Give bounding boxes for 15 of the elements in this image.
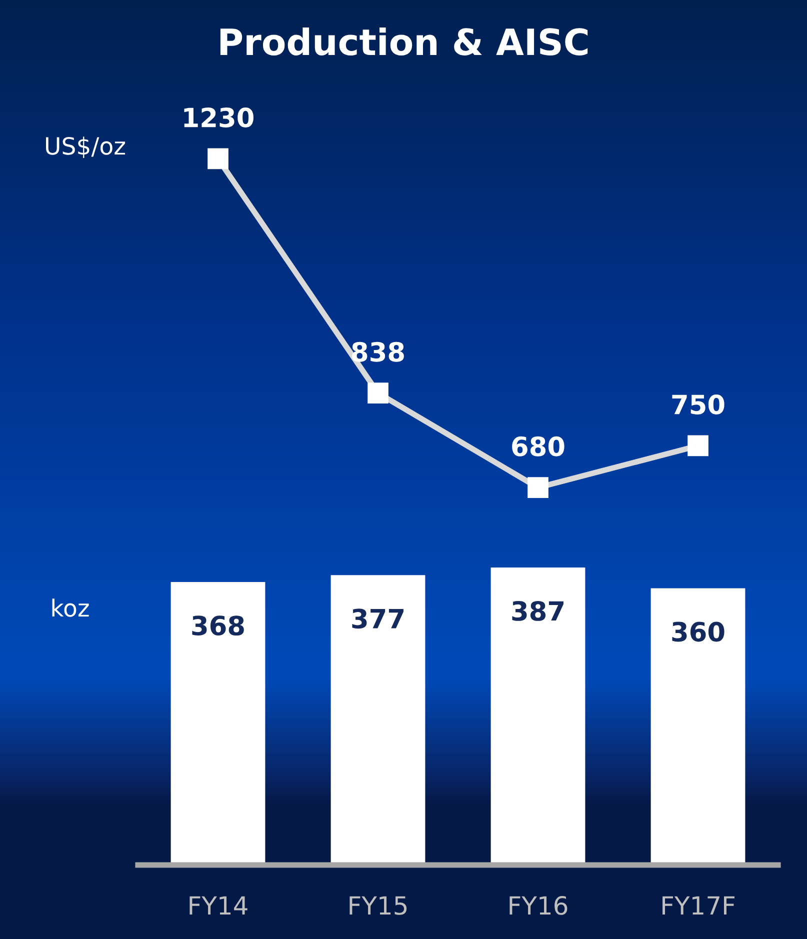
data-label: 750: [672, 394, 724, 414]
data-label: 838: [352, 342, 404, 362]
chart-title: Production & AISC: [220, 28, 588, 56]
x-tick-label: FY14: [190, 896, 248, 915]
data-label: 368: [192, 616, 244, 636]
x-tick-label: FY15: [350, 896, 407, 915]
data-label: 360: [672, 622, 724, 642]
data-label: 1230: [184, 108, 254, 128]
y-axis-title: koz: [52, 598, 89, 617]
x-tick-label: FY17F: [662, 896, 734, 915]
data-label: 377: [352, 608, 404, 629]
data-label: 387: [512, 600, 564, 621]
x-tick-label: FY16: [510, 896, 568, 915]
y-axis-title: US$/oz: [46, 136, 126, 158]
data-label: 680: [512, 436, 564, 456]
